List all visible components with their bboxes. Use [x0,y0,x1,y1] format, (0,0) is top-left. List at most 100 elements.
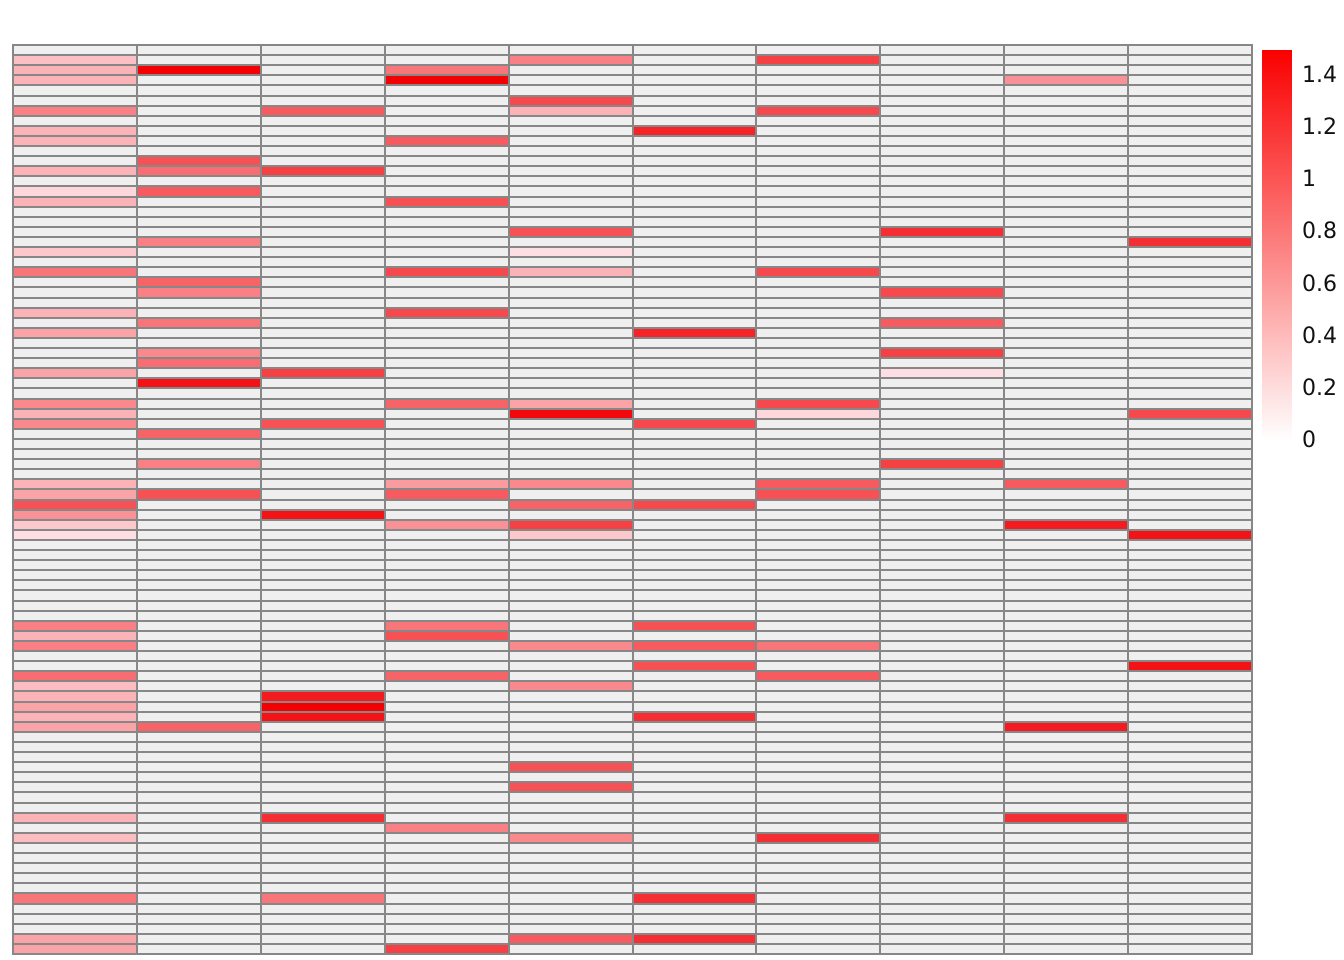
heatmap-cell [880,600,1005,611]
heatmap-cell [632,226,757,237]
heatmap-cell [136,489,261,500]
heatmap-cell [136,115,261,126]
heatmap-cell [13,176,137,187]
heatmap-cell [1004,842,1129,853]
heatmap-cell [880,863,1005,874]
heatmap-cell [384,418,509,429]
heatmap-cell [756,418,881,429]
heatmap-cell [1004,661,1129,672]
heatmap-cell [260,85,385,96]
heatmap-cell [1004,731,1129,742]
heatmap-cell [880,701,1005,712]
heatmap-cell [260,297,385,308]
heatmap-cell [632,267,757,278]
heatmap-cell [136,327,261,338]
heatmap-cell [1004,539,1129,550]
heatmap-cell [880,832,1005,843]
heatmap-cell [632,257,757,268]
heatmap-cell [384,570,509,581]
heatmap-cell [136,317,261,328]
heatmap-cell [136,731,261,742]
heatmap-cell [880,691,1005,702]
heatmap-cell [1004,893,1129,904]
heatmap-cell [136,701,261,712]
heatmap-cell [384,610,509,621]
heatmap-cell [880,267,1005,278]
heatmap-cell [1004,135,1129,146]
heatmap-cell [136,600,261,611]
heatmap-cell [1128,519,1252,530]
heatmap-cell [1128,529,1252,540]
heatmap-cell [508,600,633,611]
heatmap-cell [756,792,881,803]
heatmap-cell [384,438,509,449]
heatmap-cell [260,721,385,732]
heatmap-cell [260,550,385,561]
heatmap-cell [880,297,1005,308]
heatmap-cell [632,560,757,571]
heatmap-cell [260,701,385,712]
heatmap-cell [756,247,881,258]
heatmap-cell [756,297,881,308]
heatmap-cell [1128,176,1252,187]
heatmap-cell [136,610,261,621]
heatmap-cell [1004,226,1129,237]
heatmap-cell [13,550,137,561]
heatmap-cell [756,630,881,641]
heatmap-cell [1128,307,1252,318]
heatmap-cell [1128,539,1252,550]
heatmap-cell [384,327,509,338]
heatmap-cell [136,570,261,581]
heatmap-cell [632,923,757,934]
heatmap-cell [1128,711,1252,722]
heatmap-cell [136,873,261,884]
heatmap-cell [13,539,137,550]
heatmap-cell [632,297,757,308]
heatmap-cell [880,337,1005,348]
heatmap-cell [508,590,633,601]
heatmap-cell [384,146,509,157]
heatmap-cell [1004,297,1129,308]
heatmap-cell [136,832,261,843]
heatmap-cell [632,277,757,288]
heatmap-cell [1004,307,1129,318]
heatmap-cell [13,933,137,944]
heatmap-cell [880,752,1005,763]
heatmap-cell [1128,580,1252,591]
heatmap-cell [1004,75,1129,86]
heatmap-cell [1004,681,1129,692]
heatmap-cell [1004,519,1129,530]
heatmap-cell [632,135,757,146]
heatmap-cell [1128,752,1252,763]
heatmap-cell [880,539,1005,550]
heatmap-cell [260,509,385,520]
heatmap-cell [1004,368,1129,379]
heatmap-cell [1004,610,1129,621]
heatmap-cell [1004,943,1129,954]
heatmap-cell [1004,873,1129,884]
heatmap-cell [880,529,1005,540]
heatmap-cell [880,378,1005,389]
heatmap-cell [508,65,633,76]
heatmap-cell [1128,95,1252,106]
heatmap-cell [260,863,385,874]
colorbar: 1.4 1.2 1 0.8 0.6 0.4 0.2 0 [1262,50,1337,452]
heatmap-cell [260,691,385,702]
heatmap-cell [1004,913,1129,924]
heatmap-cell [508,469,633,480]
heatmap-cell [13,196,137,207]
heatmap-cell [880,398,1005,409]
heatmap-cell [1004,620,1129,631]
heatmap-cell [508,337,633,348]
heatmap-cell [632,378,757,389]
heatmap-cell [260,459,385,470]
heatmap-cell [756,459,881,470]
heatmap-grid [12,44,1253,955]
heatmap-cell [136,287,261,298]
heatmap-cell [1004,923,1129,934]
heatmap-cell [384,388,509,399]
heatmap-cell [1004,691,1129,702]
heatmap-cell [756,671,881,682]
heatmap-cell [880,327,1005,338]
heatmap-cell [13,337,137,348]
